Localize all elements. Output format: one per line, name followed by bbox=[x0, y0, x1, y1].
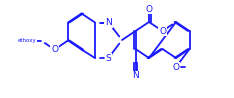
Text: S: S bbox=[106, 54, 111, 63]
Text: ethoxy: ethoxy bbox=[18, 38, 37, 43]
Text: N: N bbox=[105, 18, 112, 27]
Text: N: N bbox=[132, 72, 139, 80]
Text: O: O bbox=[51, 45, 58, 54]
Text: O: O bbox=[172, 63, 179, 72]
Text: O: O bbox=[146, 5, 153, 14]
Text: O: O bbox=[159, 26, 166, 35]
